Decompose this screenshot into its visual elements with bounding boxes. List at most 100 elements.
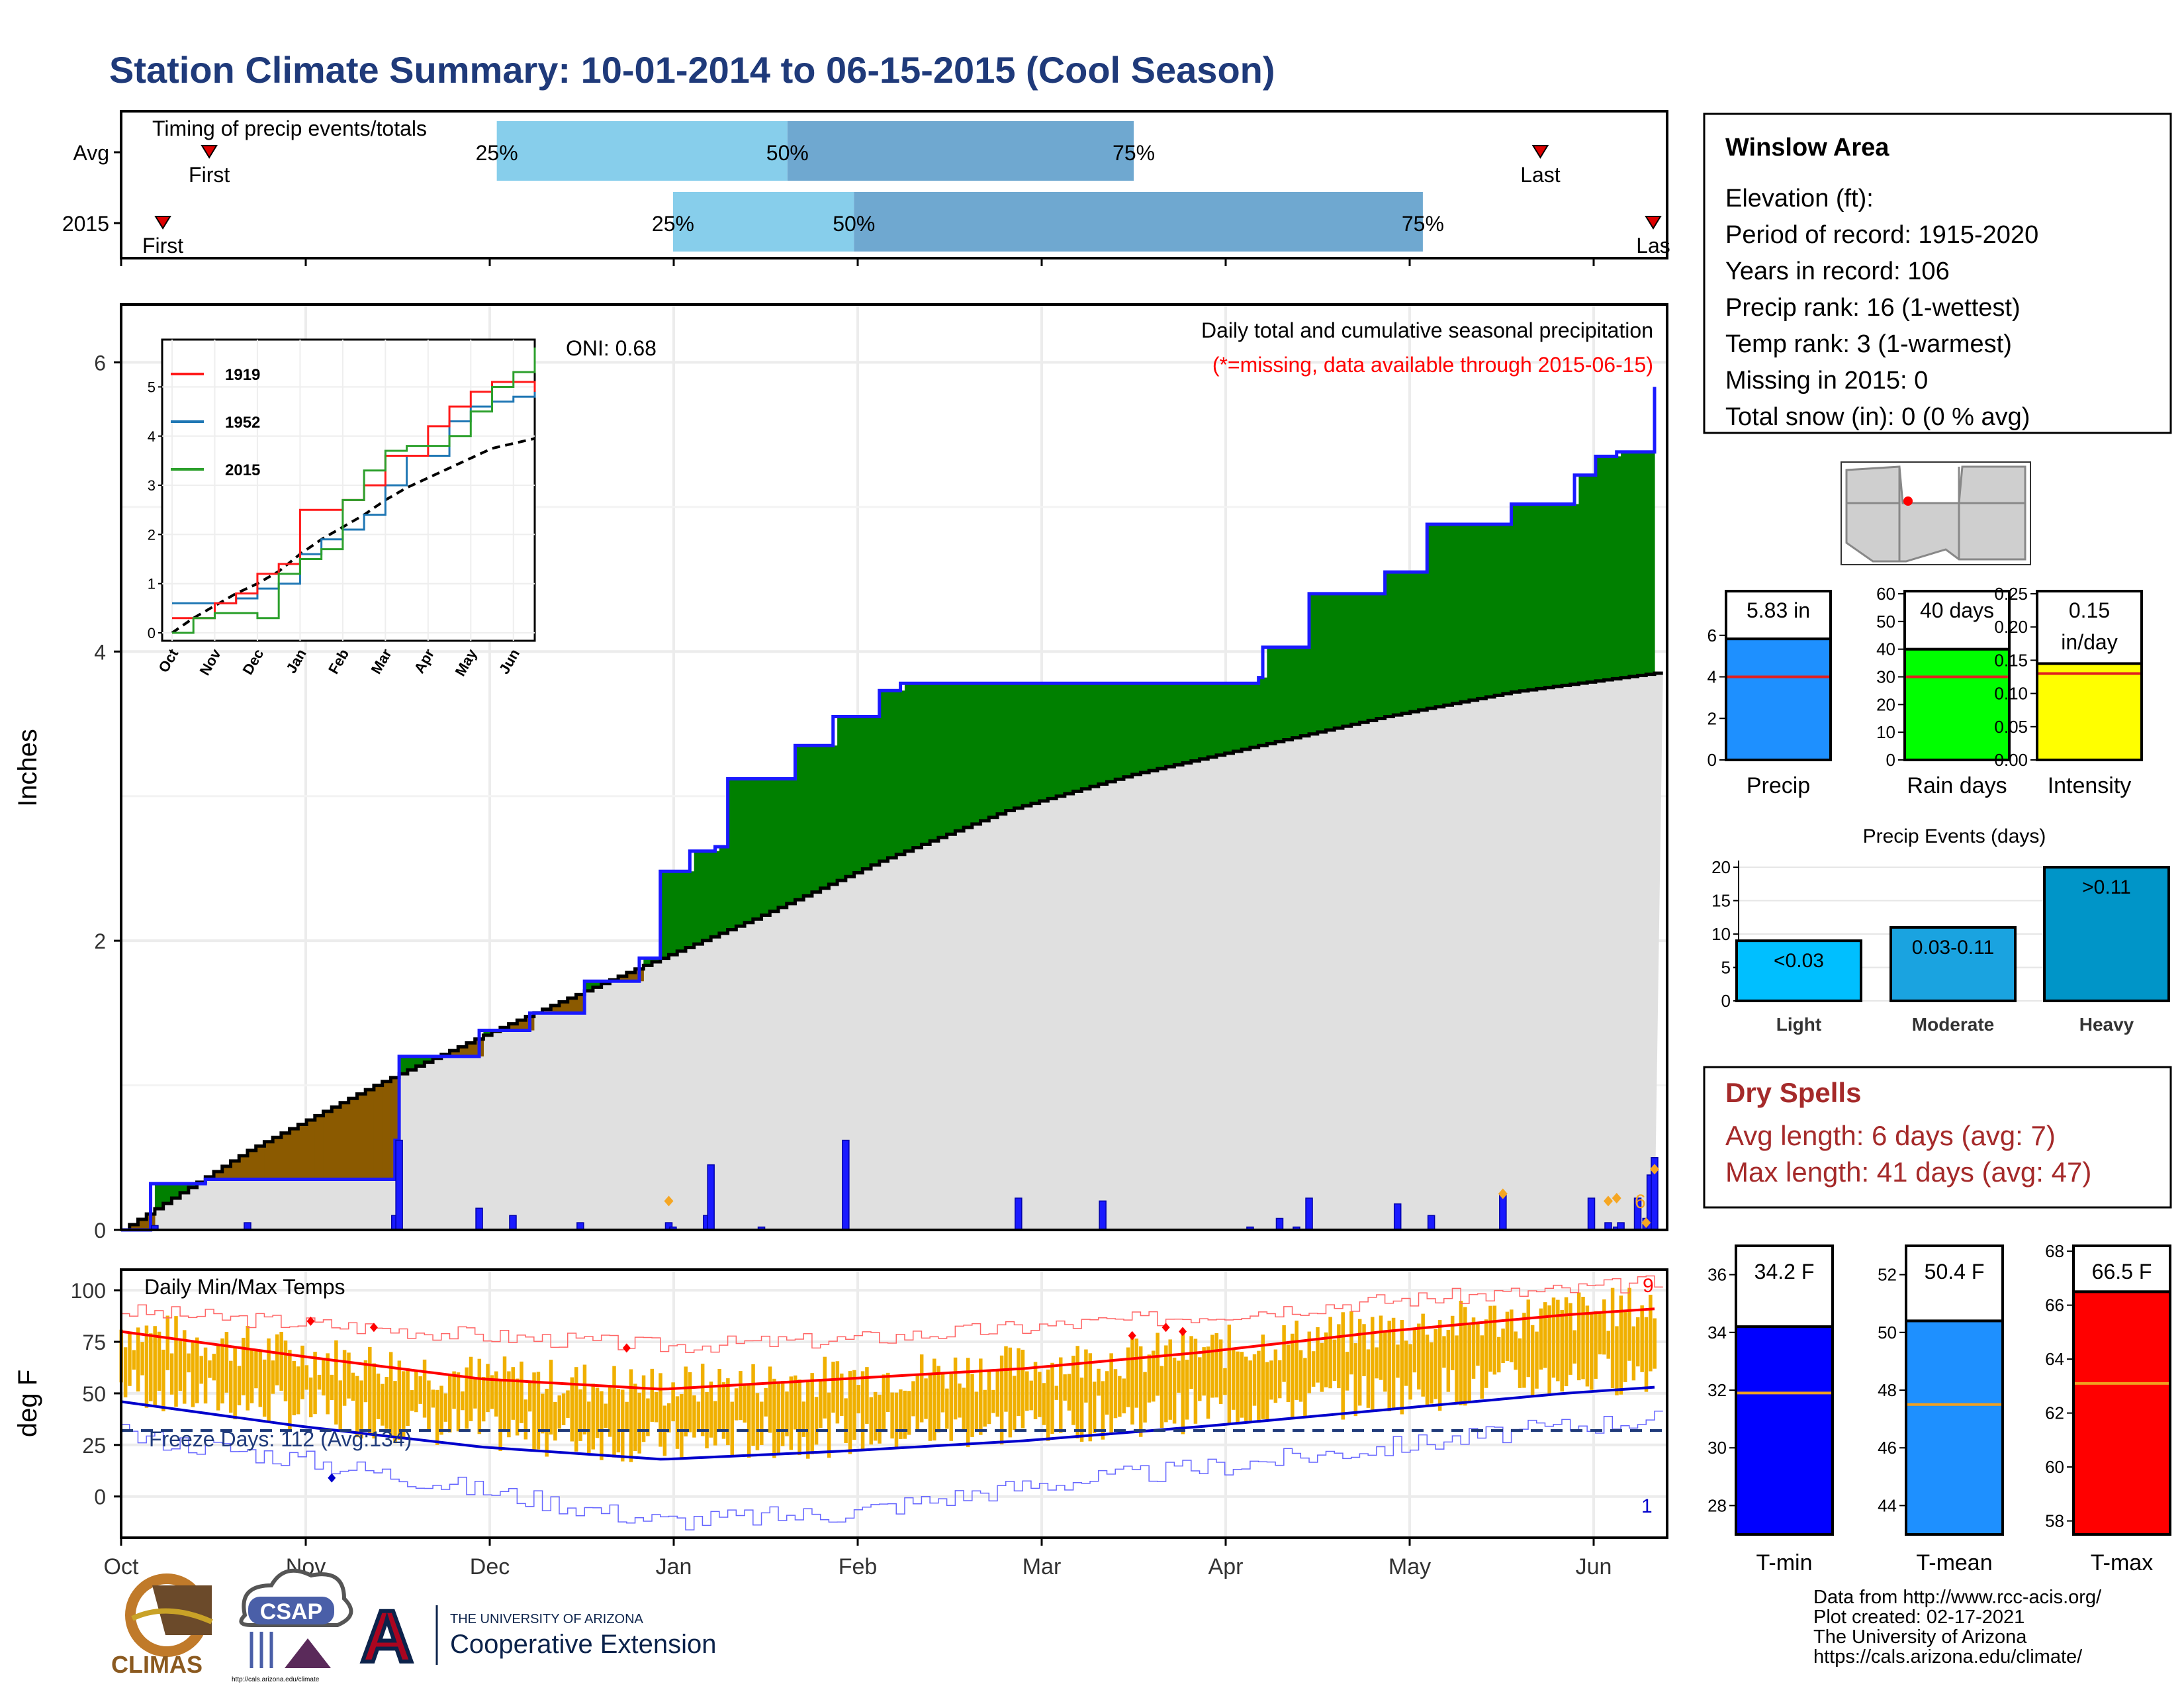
daily-temp-bar [1551, 1297, 1556, 1378]
daily-temp-bar [1113, 1369, 1118, 1419]
daily-temp-bar [1332, 1339, 1337, 1382]
surplus-area [1039, 683, 1048, 801]
daily-temp-bar [1277, 1360, 1282, 1399]
daily-temp-bar [1387, 1321, 1391, 1411]
temp-summary-t-min: 28 30 32 34 36 34.2 F T-min [1707, 1244, 1834, 1575]
mini-bar-ytick: 2 [1707, 708, 1717, 728]
surplus-area [1385, 572, 1394, 717]
daily-temp-bar [869, 1397, 874, 1445]
ua-extension: Cooperative Extension [450, 1630, 716, 1659]
station-info-box: Winslow Area Elevation (ft): Period of r… [1703, 113, 2172, 434]
surplus-area [1612, 456, 1621, 679]
surplus-area [1090, 683, 1099, 787]
timing-p50-label: 50% [766, 141, 809, 165]
surplus-area [770, 778, 779, 912]
record-high-marker [1161, 1323, 1170, 1333]
deficit-area [458, 1047, 467, 1056]
surplus-area [711, 851, 720, 937]
daily-temp-bar [616, 1388, 621, 1453]
temp-summary-ytick: 30 [1707, 1438, 1727, 1458]
daily-temp-bar [1522, 1313, 1526, 1388]
daily-temp-bar [726, 1378, 730, 1446]
surplus-area [904, 683, 914, 851]
surplus-area [1520, 504, 1529, 691]
surplus-area [1502, 524, 1512, 694]
daily-temp-bar [928, 1373, 933, 1441]
mini-bar-ytick: 0.10 [1994, 684, 2028, 704]
daily-temp-bar [427, 1380, 431, 1431]
station-line: Precip rank: 16 (1-wettest) [1725, 294, 2021, 322]
daily-temp-bar [856, 1385, 860, 1414]
surplus-area [1376, 593, 1386, 719]
surplus-area [171, 1184, 181, 1198]
daily-temp-bar [1130, 1336, 1134, 1425]
precip-legend-title: Daily total and cumulative seasonal prec… [1201, 318, 1653, 342]
daily-temp-bar [465, 1367, 469, 1429]
surplus-area [1561, 504, 1571, 686]
normal-cumulative-line [121, 671, 1663, 1232]
temp-summary-label: T-max [2091, 1550, 2153, 1575]
daily-temp-bar [1594, 1311, 1598, 1379]
daily-temp-bar [144, 1325, 149, 1408]
daily-temp-bar [1598, 1311, 1602, 1354]
surplus-area [1064, 683, 1074, 794]
daily-temp-bar [1097, 1368, 1101, 1396]
daily-temp-bar [1417, 1323, 1421, 1390]
map-borders [1846, 467, 2025, 561]
temp-title: Daily Min/Max Temps [144, 1275, 345, 1299]
deficit-area [264, 1141, 273, 1180]
station-line: Missing in 2015: 0 [1725, 367, 1928, 395]
climas-logo: CLIMAS [111, 1573, 213, 1678]
precip-ytick-label: 6 [94, 351, 106, 375]
daily-temp-bar [667, 1403, 671, 1432]
daily-temp-bar [1291, 1333, 1295, 1418]
daily-temp-bar [865, 1367, 869, 1424]
surplus-area [1317, 593, 1327, 732]
surplus-area [845, 716, 855, 877]
mini-bar-ytick: 0.20 [1994, 617, 2028, 637]
daily-temp-bar [1391, 1317, 1396, 1408]
daily-temp-bar [1535, 1331, 1539, 1389]
daily-temp-bar [1177, 1360, 1181, 1393]
surplus-area [399, 1056, 408, 1074]
surplus-area [1023, 683, 1032, 806]
temp-summary-value: 66.5 F [2092, 1260, 2152, 1284]
surplus-area [820, 745, 829, 888]
daily-temp-bar [1033, 1362, 1038, 1419]
mini-bar-value [1725, 637, 1832, 761]
daily-temp-bar [1122, 1378, 1126, 1414]
daily-temp-bar [612, 1366, 616, 1458]
temp-summary-value-box [1905, 1244, 2004, 1323]
daily-temp-bar [1008, 1347, 1013, 1438]
daily-temp-bar [907, 1391, 911, 1435]
daily-temp-bar [890, 1392, 894, 1439]
daily-temp-bar [721, 1382, 726, 1439]
mini-bar-intensity: 0.00 0.05 0.10 0.15 0.20 0.25 0.15 in/day Intens… [1994, 584, 2143, 798]
daily-temp-bar [827, 1392, 831, 1458]
daily-temp-bar [1366, 1349, 1371, 1408]
daily-temp-bar [1357, 1319, 1362, 1406]
mini-bar-ytick: 0.05 [1994, 717, 2028, 737]
daily-temp-bar [1556, 1299, 1560, 1382]
deficit-area [129, 1224, 139, 1230]
deficit-area [222, 1166, 232, 1180]
surplus-area [1048, 683, 1057, 799]
daily-temp-bar [1286, 1344, 1291, 1403]
temp-summary-ytick: 52 [1878, 1265, 1897, 1285]
daily-temp-bar [1092, 1382, 1097, 1433]
temp-frame [120, 1268, 1668, 1539]
daily-temp-bar [979, 1358, 983, 1435]
daily-temp-bar [250, 1350, 254, 1403]
daily-temp-bar [903, 1390, 907, 1439]
daily-temp-bar [1071, 1356, 1075, 1425]
mini-bar-ytick: 40 [1876, 639, 1895, 659]
events-ytick: 5 [1721, 958, 1731, 978]
daily-temp-bar [271, 1360, 275, 1394]
precip-events-category: Light [1776, 1014, 1821, 1035]
daily-temp-bar [566, 1390, 570, 1418]
station-line: Elevation (ft): [1725, 185, 1874, 212]
deficit-area [273, 1137, 282, 1180]
precip-ylabel: Inches [13, 729, 42, 807]
surplus-area [761, 778, 770, 915]
